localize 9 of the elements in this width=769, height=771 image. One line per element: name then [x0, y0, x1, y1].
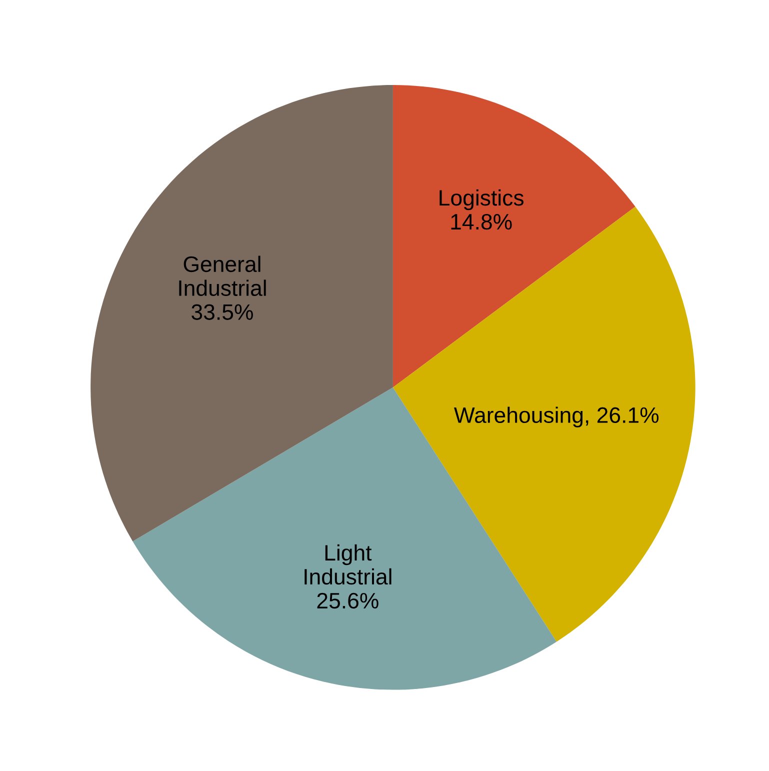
slice-label: Logistics: [440, 189, 524, 210]
data-label: 14.8%: [451, 214, 512, 230]
pie-slice: [90, 85, 393, 542]
data-label: 25.6%: [317, 592, 378, 609]
slice-label: Light Industrial: [304, 544, 392, 585]
slice-label: Warehousing, 26.1%: [454, 406, 659, 428]
pie-slice: [392, 85, 636, 388]
data-label: 33.5%: [192, 304, 253, 320]
slice-label: General Industrial: [179, 256, 266, 296]
